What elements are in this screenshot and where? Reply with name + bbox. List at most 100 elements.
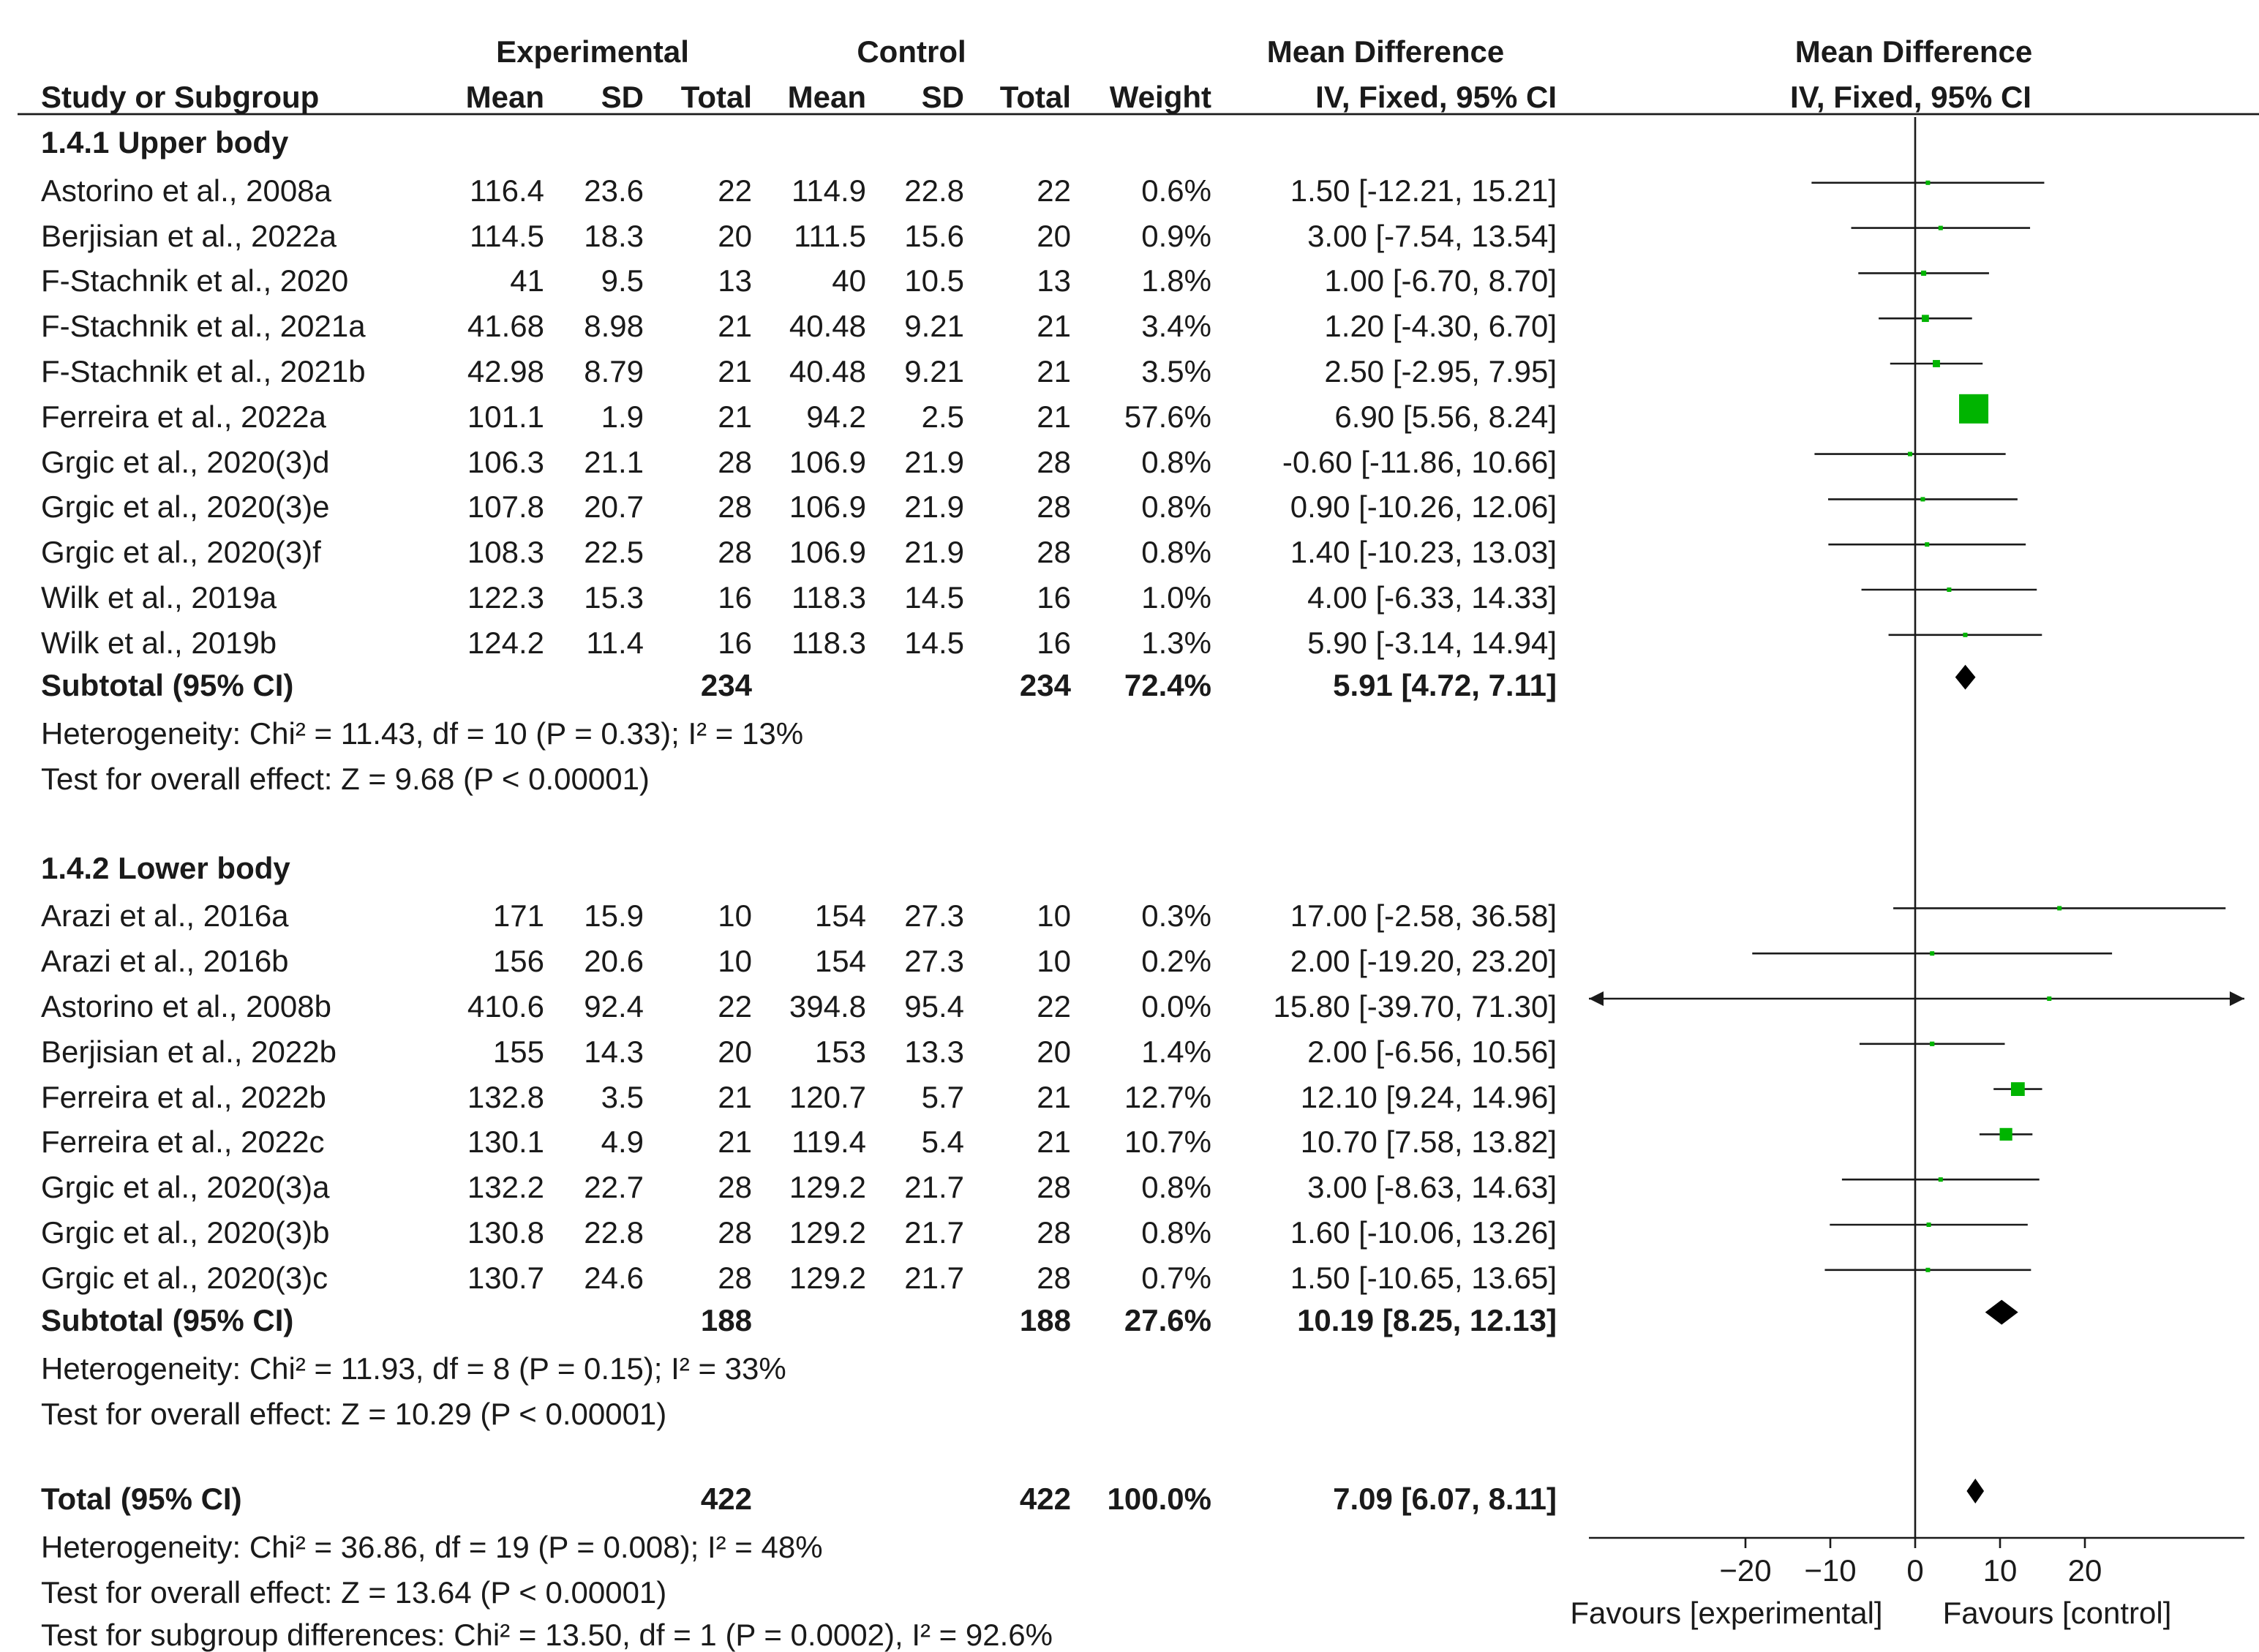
total-ctl-total: 422 <box>1019 1482 1071 1516</box>
ctl-total: 21 <box>1037 1079 1071 1114</box>
ctl-sd: 9.21 <box>904 309 964 344</box>
ctl-sd: 5.7 <box>921 1079 964 1114</box>
study-name: Astorino et al., 2008a <box>41 173 331 208</box>
total-label: Total (95% CI) <box>41 1482 242 1516</box>
ctl-mean: 114.9 <box>792 173 866 208</box>
weight: 0.7% <box>1141 1260 1211 1295</box>
mean-difference-ci: 17.00 [-2.58, 36.58] <box>1290 898 1557 934</box>
ci-arrow-right <box>2230 991 2244 1006</box>
exp-total: 28 <box>718 1260 752 1295</box>
weight: 57.6% <box>1124 399 1211 434</box>
subtotal-ci: 5.91 [4.72, 7.11] <box>1333 667 1557 702</box>
ctl-mean: 119.4 <box>792 1125 866 1160</box>
exp-total: 20 <box>718 1034 752 1069</box>
exp-total: 21 <box>718 309 752 344</box>
study-effect-box <box>1926 1223 1931 1227</box>
subtotal-diamond <box>1955 664 1976 690</box>
study-effect-box <box>1930 1041 1935 1046</box>
exp-total: 13 <box>718 263 752 299</box>
exp-mean: 155 <box>492 1034 544 1069</box>
study-name: Grgic et al., 2020(3)d <box>41 444 330 479</box>
mean-difference-ci: 2.50 [-2.95, 7.95] <box>1324 354 1557 388</box>
exp-mean: 107.8 <box>467 489 544 525</box>
exp-mean: 41.68 <box>467 309 544 344</box>
mean-difference-ci: 5.90 [-3.14, 14.94] <box>1307 625 1557 660</box>
exp-sd: 20.7 <box>584 489 644 525</box>
ctl-mean: 154 <box>814 898 866 934</box>
exp-sd: 4.9 <box>601 1125 644 1160</box>
subtotal-label: Subtotal (95% CI) <box>41 1302 294 1337</box>
header-ctl-sd: SD <box>921 80 964 114</box>
ctl-total: 22 <box>1037 989 1071 1024</box>
ctl-sd: 13.3 <box>904 1034 964 1069</box>
x-tick-label: 20 <box>2067 1553 2102 1588</box>
exp-mean: 156 <box>492 944 544 979</box>
study-effect-box <box>1999 1127 2012 1141</box>
subtotal-ctl-total: 234 <box>1019 667 1071 702</box>
weight: 3.5% <box>1141 354 1211 388</box>
overall-effect-text: Test for overall effect: Z = 10.29 (P < … <box>41 1396 667 1431</box>
exp-sd: 22.8 <box>584 1215 644 1250</box>
ctl-sd: 27.3 <box>904 898 964 934</box>
exp-sd: 24.6 <box>584 1260 644 1295</box>
exp-total: 10 <box>718 898 752 934</box>
ctl-sd: 14.5 <box>904 625 964 660</box>
weight: 0.6% <box>1141 173 1211 208</box>
exp-sd: 22.5 <box>584 535 644 570</box>
weight: 12.7% <box>1124 1079 1211 1114</box>
exp-total: 10 <box>718 944 752 979</box>
study-name: Grgic et al., 2020(3)f <box>41 535 321 570</box>
ctl-total: 28 <box>1037 1260 1071 1295</box>
study-effect-box <box>1963 632 1968 637</box>
subtotal-weight: 72.4% <box>1124 667 1211 702</box>
ctl-total: 13 <box>1037 263 1071 299</box>
weight: 0.8% <box>1141 444 1211 479</box>
exp-mean: 42.98 <box>467 354 544 388</box>
ctl-sd: 21.7 <box>904 1260 964 1295</box>
study-name: Ferreira et al., 2022a <box>41 399 326 434</box>
subtotal-exp-total: 188 <box>700 1302 752 1337</box>
header-exp-total: Total <box>680 80 752 114</box>
ctl-mean: 394.8 <box>789 989 866 1024</box>
overall-effect-text: Test for overall effect: Z = 9.68 (P < 0… <box>41 761 650 796</box>
ctl-mean: 129.2 <box>789 1215 866 1250</box>
weight: 3.4% <box>1141 309 1211 344</box>
study-effect-box <box>1947 587 1952 592</box>
ctl-sd: 22.8 <box>904 173 964 208</box>
ctl-mean: 94.2 <box>806 399 866 434</box>
study-name: Wilk et al., 2019a <box>41 580 277 615</box>
ctl-mean: 153 <box>814 1034 866 1069</box>
exp-mean: 132.2 <box>467 1170 544 1205</box>
ctl-sd: 21.9 <box>904 535 964 570</box>
header-control: Control <box>857 34 966 69</box>
ctl-mean: 154 <box>814 944 866 979</box>
exp-total: 21 <box>718 399 752 434</box>
exp-sd: 15.9 <box>584 898 644 934</box>
study-name: Ferreira et al., 2022b <box>41 1079 326 1114</box>
mean-difference-ci: 10.70 [7.58, 13.82] <box>1300 1125 1557 1160</box>
study-effect-box <box>1938 1177 1943 1182</box>
mean-difference-ci: 0.90 [-10.26, 12.06] <box>1290 489 1557 525</box>
study-name: Arazi et al., 2016b <box>41 944 289 979</box>
total-ci: 7.09 [6.07, 8.11] <box>1333 1482 1557 1516</box>
favours-control-label: Favours [control] <box>1942 1596 2172 1630</box>
exp-total: 21 <box>718 1125 752 1160</box>
study-name: Berjisian et al., 2022a <box>41 218 337 253</box>
study-effect-box <box>1908 451 1913 457</box>
study-name: Wilk et al., 2019b <box>41 625 277 660</box>
exp-mean: 108.3 <box>467 535 544 570</box>
study-name: Berjisian et al., 2022b <box>41 1034 337 1069</box>
study-name: F-Stachnik et al., 2021a <box>41 309 366 344</box>
weight: 1.0% <box>1141 580 1211 615</box>
exp-total: 16 <box>718 580 752 615</box>
subtotal-ctl-total: 188 <box>1019 1302 1071 1337</box>
ctl-total: 28 <box>1037 489 1071 525</box>
subgroup-title: 1.4.1 Upper body <box>41 125 289 159</box>
ctl-total: 16 <box>1037 625 1071 660</box>
study-effect-box <box>2010 1082 2025 1096</box>
study-effect-box <box>1921 270 1927 276</box>
exp-total: 28 <box>718 1215 752 1250</box>
study-effect-box <box>2057 906 2062 911</box>
heterogeneity-text: Heterogeneity: Chi² = 11.93, df = 8 (P =… <box>41 1351 786 1386</box>
exp-mean: 130.8 <box>467 1215 544 1250</box>
